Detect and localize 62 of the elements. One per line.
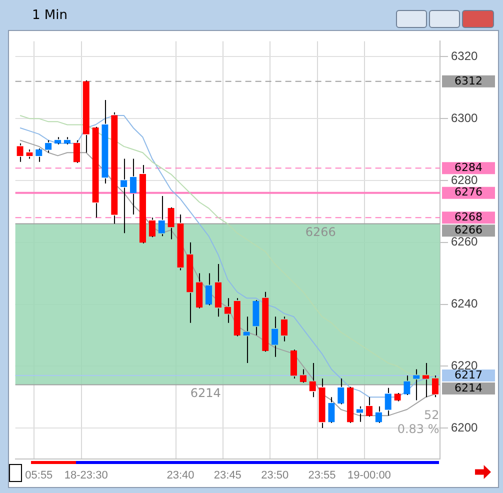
- candlestick: [338, 378, 344, 405]
- candlestick: [234, 298, 240, 337]
- x-tick-label: 23:50: [261, 470, 289, 482]
- candlestick: [384, 387, 392, 416]
- candlestick: [196, 272, 203, 309]
- annotation: 52: [424, 408, 440, 422]
- annotation: 0.83 %: [397, 422, 440, 436]
- candlestick: [422, 362, 430, 398]
- candlestick: [290, 349, 298, 380]
- ref-line-label: 6214: [190, 386, 221, 400]
- candlestick: [111, 112, 118, 224]
- candlestick: [214, 264, 222, 318]
- candlestick: [404, 374, 410, 396]
- ref-line-label: 6312: [454, 74, 482, 88]
- ref-line-label: 6266: [305, 224, 336, 239]
- candlestick: [148, 217, 156, 238]
- x-tick-label: 23:40: [166, 470, 194, 482]
- candlestick: [272, 316, 278, 358]
- candlestick: [243, 316, 250, 364]
- y-tick-label: 6300: [451, 110, 478, 125]
- candlestick: [139, 164, 146, 244]
- candlestick: [130, 158, 137, 216]
- candlestick: [92, 126, 99, 218]
- x-tick-label: 19-00:00: [348, 470, 391, 482]
- candlestick: [177, 214, 184, 271]
- text: 6214: [454, 381, 482, 394]
- candlestick: [45, 140, 52, 154]
- candlestick: [36, 148, 42, 162]
- y-tick-label: 6320: [451, 48, 478, 63]
- ref-line-label: 6268: [454, 210, 482, 224]
- candlestick: [413, 368, 420, 401]
- x-tick-label: 18-23:30: [64, 470, 108, 482]
- candlestick: [26, 149, 33, 160]
- ref-line-label: 6276: [454, 186, 482, 199]
- candlestick: [120, 158, 128, 234]
- candlestick: [356, 406, 364, 422]
- candlestick: [73, 140, 80, 164]
- candlestick: [82, 80, 90, 154]
- candlestick: [318, 378, 326, 429]
- y-tick-label: 6280: [451, 172, 478, 187]
- candlestick: [252, 300, 260, 336]
- y-tick-label: 6240: [451, 296, 478, 311]
- candlestick: [262, 291, 269, 352]
- candlestick: [168, 206, 174, 240]
- y-tick-label: 6200: [451, 420, 478, 434]
- candlestick: [102, 100, 108, 184]
- candlestick: [394, 392, 401, 402]
- candlestick: [432, 374, 439, 398]
- candlestick: [328, 396, 335, 424]
- candlestick: [186, 242, 194, 324]
- x-tick-label: 23:45: [214, 470, 242, 482]
- x-tick-label: 05:55: [25, 470, 53, 482]
- chart-title: 1 Min: [32, 8, 68, 23]
- candlestick: [280, 316, 288, 342]
- x-tick-label: 23:55: [308, 470, 336, 482]
- ref-line-label: 6217: [454, 368, 482, 382]
- candlestick: [205, 272, 212, 306]
- ref-line-label: 6284: [454, 160, 482, 174]
- candlestick: [347, 386, 354, 424]
- y-tick-label: 6260: [451, 234, 478, 249]
- text: 6266: [454, 223, 482, 236]
- candlestick: [158, 195, 165, 237]
